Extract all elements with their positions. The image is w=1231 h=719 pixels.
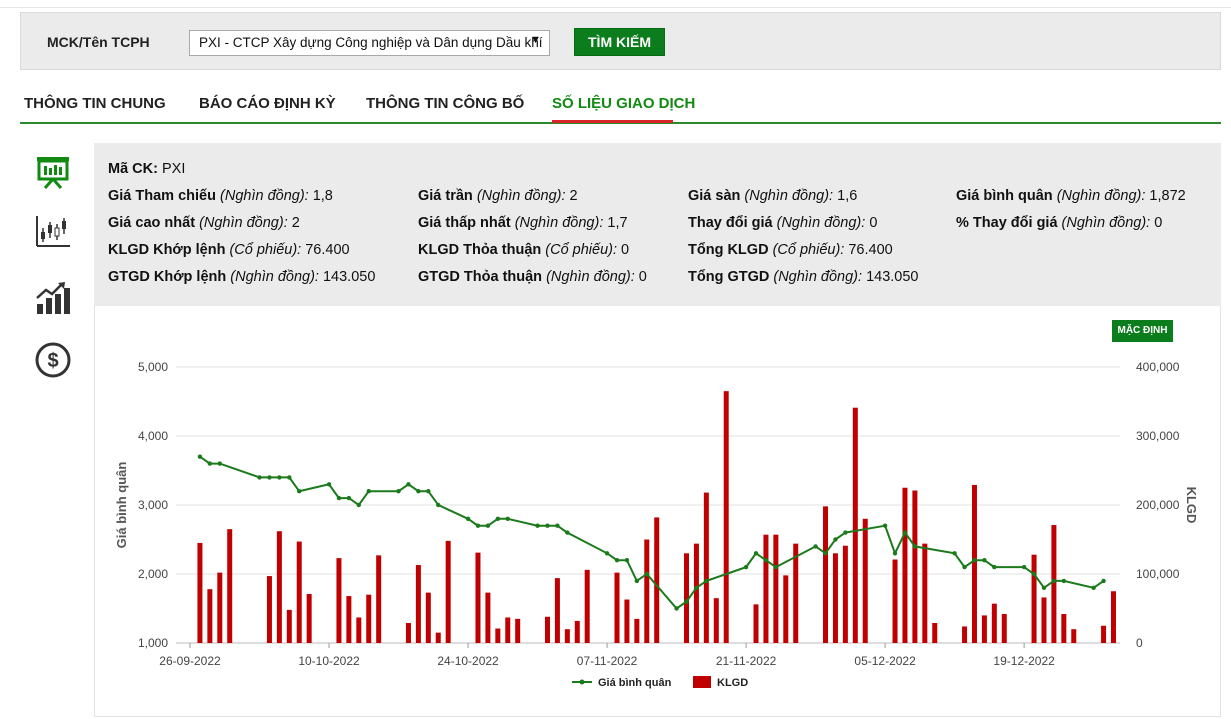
- candlestick-chart-icon[interactable]: [34, 212, 72, 250]
- price-change-percent: % Thay đổi giá (Nghìn đồng): 0: [956, 215, 1163, 231]
- svg-text:$: $: [47, 350, 58, 372]
- matched-value: GTGD Khớp lệnh (Nghìn đồng): 143.050: [108, 269, 376, 285]
- reference-price: Giá Tham chiếu (Nghìn đồng): 1,8: [108, 188, 333, 204]
- matched-volume: KLGD Khớp lệnh (Cổ phiếu): 76.400: [108, 242, 350, 258]
- tab-disclosures[interactable]: THÔNG TIN CÔNG BỐ: [366, 95, 525, 112]
- tab-bar: THÔNG TIN CHUNG BÁO CÁO ĐỊNH KỲ THÔNG TI…: [20, 86, 1221, 124]
- ticker-field: Mã CK: PXI: [108, 161, 186, 177]
- total-value: Tổng GTGD (Nghìn đồng): 143.050: [688, 269, 919, 285]
- presentation-icon[interactable]: [34, 152, 72, 190]
- price-change: Thay đổi giá (Nghìn đồng): 0: [688, 215, 878, 231]
- trading-summary-panel: Mã CK: PXI Giá Tham chiếu (Nghìn đồng): …: [94, 143, 1221, 306]
- company-select[interactable]: PXI - CTCP Xây dựng Công nghiệp và Dân d…: [189, 30, 550, 56]
- top-border: [0, 0, 1231, 8]
- chevron-down-icon[interactable]: ▼: [530, 34, 541, 46]
- search-label: MCK/Tên TCPH: [47, 34, 150, 50]
- tab-periodic-reports[interactable]: BÁO CÁO ĐỊNH KỲ: [199, 95, 336, 112]
- growth-chart-icon[interactable]: [34, 280, 72, 318]
- default-view-button[interactable]: MẶC ĐỊNH: [1112, 320, 1173, 342]
- total-volume: Tổng KLGD (Cổ phiếu): 76.400: [688, 242, 893, 258]
- ceiling-price: Giá trần (Nghìn đồng): 2: [418, 188, 578, 204]
- company-select-value: PXI - CTCP Xây dựng Công nghiệp và Dân d…: [199, 35, 543, 50]
- search-bar: MCK/Tên TCPH PXI - CTCP Xây dựng Công ng…: [20, 12, 1221, 70]
- active-tab-underline: [552, 120, 673, 123]
- negotiated-value: GTGD Thỏa thuận (Nghìn đồng): 0: [418, 269, 647, 285]
- floor-price: Giá sàn (Nghìn đồng): 1,6: [688, 188, 858, 204]
- negotiated-volume: KLGD Thỏa thuận (Cổ phiếu): 0: [418, 242, 630, 258]
- search-button[interactable]: TÌM KIẾM: [574, 28, 665, 56]
- highest-price: Giá cao nhất (Nghìn đồng): 2: [108, 215, 300, 231]
- tab-general-info[interactable]: THÔNG TIN CHUNG: [24, 95, 166, 112]
- tab-trading-data[interactable]: SỐ LIỆU GIAO DỊCH: [552, 95, 696, 112]
- dollar-coin-icon[interactable]: $: [34, 341, 72, 379]
- average-price: Giá bình quân (Nghìn đồng): 1,872: [956, 188, 1186, 204]
- lowest-price: Giá thấp nhất (Nghìn đồng): 1,7: [418, 215, 628, 231]
- chart-area: [94, 306, 1221, 717]
